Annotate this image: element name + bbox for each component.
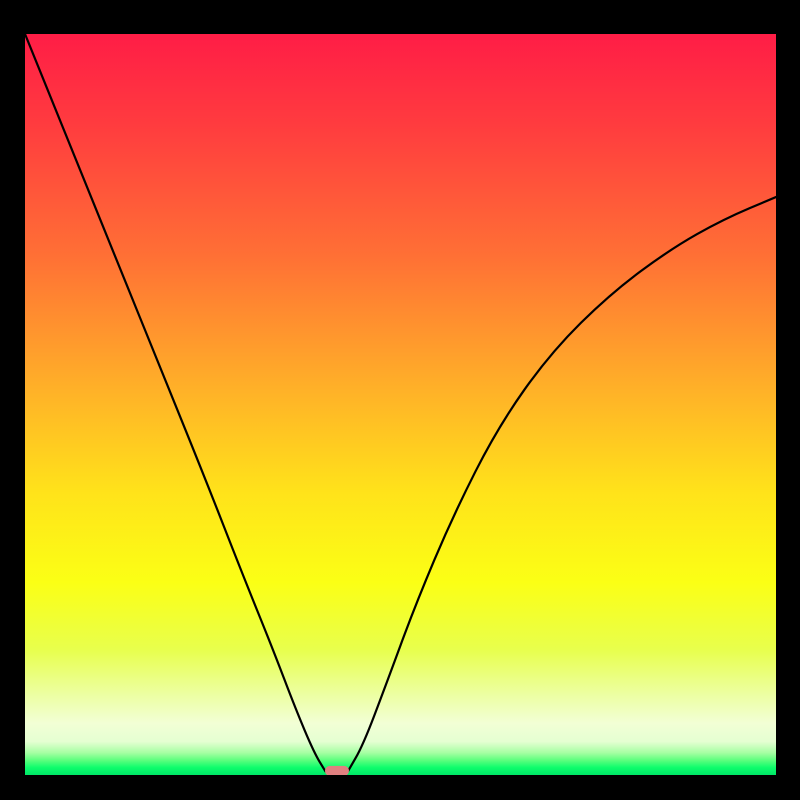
optimal-marker: [325, 765, 349, 775]
frame-top: [0, 0, 800, 34]
plot-area: [25, 34, 776, 775]
bottleneck-curve: [25, 34, 776, 775]
frame-left: [0, 0, 25, 800]
frame-bottom: [0, 775, 800, 800]
frame-right: [776, 0, 800, 800]
chart-root: TheBottleneck.com: [0, 0, 800, 800]
